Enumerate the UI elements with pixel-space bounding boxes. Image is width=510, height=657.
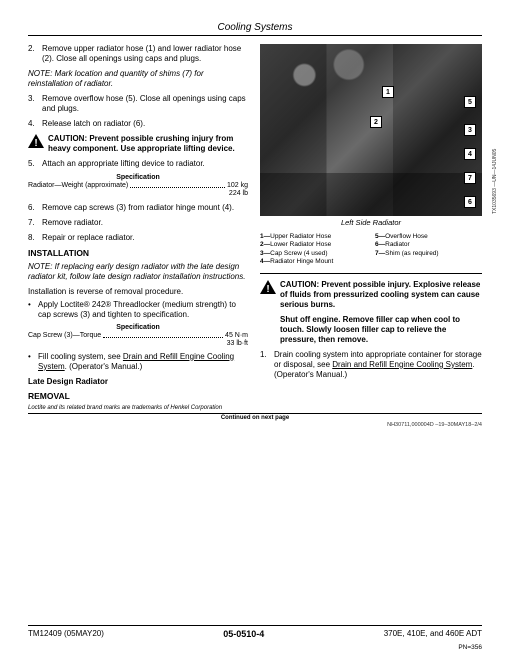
step: 5. Attach an appropriate lifting device … bbox=[28, 159, 248, 169]
step-text: Repair or replace radiator. bbox=[42, 233, 135, 243]
bullet-marker: • bbox=[28, 300, 38, 320]
step-number: 6. bbox=[28, 203, 42, 213]
step-text: Remove upper radiator hose (1) and lower… bbox=[42, 44, 248, 64]
step-number: 3. bbox=[28, 94, 42, 114]
spec-heading: Specification bbox=[28, 174, 248, 181]
spec-row: 33 lb·ft bbox=[28, 340, 248, 348]
footer-left: TM12409 (05MAY20) bbox=[28, 629, 104, 639]
step-number: 5. bbox=[28, 159, 42, 169]
spec-label: Radiator—Weight (approximate) bbox=[28, 182, 128, 190]
image-callout: 1 bbox=[382, 86, 394, 98]
spec-value: 33 lb·ft bbox=[227, 340, 248, 348]
spec-value: 102 kg bbox=[227, 182, 248, 190]
step: 7. Remove radiator. bbox=[28, 218, 248, 228]
step-number: 1. bbox=[260, 350, 274, 380]
spec-label: Cap Screw (3)—Torque bbox=[28, 332, 101, 340]
note: NOTE: Mark location and quantity of shim… bbox=[28, 69, 248, 89]
removal-heading: REMOVAL bbox=[28, 391, 248, 401]
svg-text:!: ! bbox=[266, 284, 269, 294]
step-text: Remove radiator. bbox=[42, 218, 103, 228]
legend-row: 5—Overflow Hose bbox=[375, 233, 482, 241]
step: 2. Remove upper radiator hose (1) and lo… bbox=[28, 44, 248, 64]
bullet-item: • Fill cooling system, see Drain and Ref… bbox=[28, 352, 248, 372]
step: 3. Remove overflow hose (5). Close all o… bbox=[28, 94, 248, 114]
continued-bar: Continued on next page bbox=[28, 413, 482, 421]
legend-row: 7—Shim (as required) bbox=[375, 250, 482, 258]
doc-ref-code: NH30711,000004D –19–30MAY18–2/4 bbox=[28, 422, 482, 428]
bullet-text: Fill cooling system, see Drain and Refil… bbox=[38, 352, 248, 372]
legend-row: 2—Lower Radiator Hose bbox=[260, 241, 367, 249]
bullet-text: Apply Loctite® 242® Threadlocker (medium… bbox=[38, 300, 248, 320]
step-text: Drain cooling system into appropriate co… bbox=[274, 350, 482, 380]
footer-right: 370E, 410E, and 460E ADT bbox=[384, 629, 482, 639]
legend-row: 1—Upper Radiator Hose bbox=[260, 233, 367, 241]
trademark-footnote: Loctite and its related brand marks are … bbox=[28, 405, 248, 411]
step: 8. Repair or replace radiator. bbox=[28, 233, 248, 243]
radiator-photo: 1 2 5 3 4 7 6 bbox=[260, 44, 482, 216]
spec-value: 45 N·m bbox=[225, 332, 248, 340]
callout-legend: 1—Upper Radiator Hose2—Lower Radiator Ho… bbox=[260, 233, 482, 267]
footer-pn: PN=356 bbox=[458, 644, 482, 651]
step-text: Release latch on radiator (6). bbox=[42, 119, 145, 129]
installation-heading: INSTALLATION bbox=[28, 248, 248, 258]
right-column: 1253476 TX1035693 —UN—14JUN05 Left Side … bbox=[260, 44, 482, 411]
step-number: 2. bbox=[28, 44, 42, 64]
image-callout: 3 bbox=[464, 124, 476, 136]
spec-leader bbox=[103, 332, 223, 338]
spec-row: Cap Screw (3)—Torque 45 N·m bbox=[28, 332, 248, 340]
image-callout: 7 bbox=[464, 172, 476, 184]
spec-row: 224 lb bbox=[28, 190, 248, 198]
footer-page-number: 05-0510-4 bbox=[223, 629, 264, 639]
caution-block: ! CAUTION: Prevent possible crushing inj… bbox=[28, 134, 248, 154]
spec-leader bbox=[130, 182, 225, 188]
bullet-marker: • bbox=[28, 352, 38, 372]
xref-link[interactable]: Drain and Refill Engine Cooling System bbox=[332, 360, 472, 369]
step-text: Remove cap screws (3) from radiator hing… bbox=[42, 203, 234, 213]
caution-triangle-icon: ! bbox=[260, 280, 276, 294]
step: 1. Drain cooling system into appropriate… bbox=[260, 350, 482, 380]
step-number: 4. bbox=[28, 119, 42, 129]
page-header: Cooling Systems bbox=[28, 22, 482, 36]
image-caption: Left Side Radiator bbox=[260, 218, 482, 227]
late-design-heading: Late Design Radiator bbox=[28, 377, 248, 386]
caution-block: ! CAUTION: Prevent possible injury. Expl… bbox=[260, 280, 482, 345]
step-text: Attach an appropriate lifting device to … bbox=[42, 159, 205, 169]
page-footer: TM12409 (05MAY20) 05-0510-4 370E, 410E, … bbox=[28, 625, 482, 639]
step-number: 8. bbox=[28, 233, 42, 243]
caution-text: CAUTION: Prevent possible crushing injur… bbox=[48, 134, 248, 154]
caution-text: CAUTION: Prevent possible injury. Explos… bbox=[280, 280, 482, 345]
step: 6. Remove cap screws (3) from radiator h… bbox=[28, 203, 248, 213]
bullet-item: • Apply Loctite® 242® Threadlocker (medi… bbox=[28, 300, 248, 320]
spec-value: 224 lb bbox=[229, 190, 248, 198]
image-callout: 4 bbox=[464, 148, 476, 160]
legend-row: 6—Radiator bbox=[375, 241, 482, 249]
step-number: 7. bbox=[28, 218, 42, 228]
spec-heading: Specification bbox=[28, 324, 248, 331]
image-ref-code: TX1035693 —UN—14JUN05 bbox=[484, 44, 494, 216]
legend-row: 3—Cap Screw (4 used) bbox=[260, 250, 367, 258]
spec-row: Radiator—Weight (approximate) 102 kg bbox=[28, 182, 248, 190]
step: 4. Release latch on radiator (6). bbox=[28, 119, 248, 129]
left-column: 2. Remove upper radiator hose (1) and lo… bbox=[28, 44, 248, 411]
legend-row: 4—Radiator Hinge Mount bbox=[260, 258, 367, 266]
note: NOTE: If replacing early design radiator… bbox=[28, 262, 248, 282]
image-callout: 6 bbox=[464, 196, 476, 208]
image-callout: 5 bbox=[464, 96, 476, 108]
caution-triangle-icon: ! bbox=[28, 134, 44, 148]
body-text: Installation is reverse of removal proce… bbox=[28, 287, 248, 296]
step-text: Remove overflow hose (5). Close all open… bbox=[42, 94, 248, 114]
image-callout: 2 bbox=[370, 116, 382, 128]
svg-text:!: ! bbox=[34, 138, 37, 148]
